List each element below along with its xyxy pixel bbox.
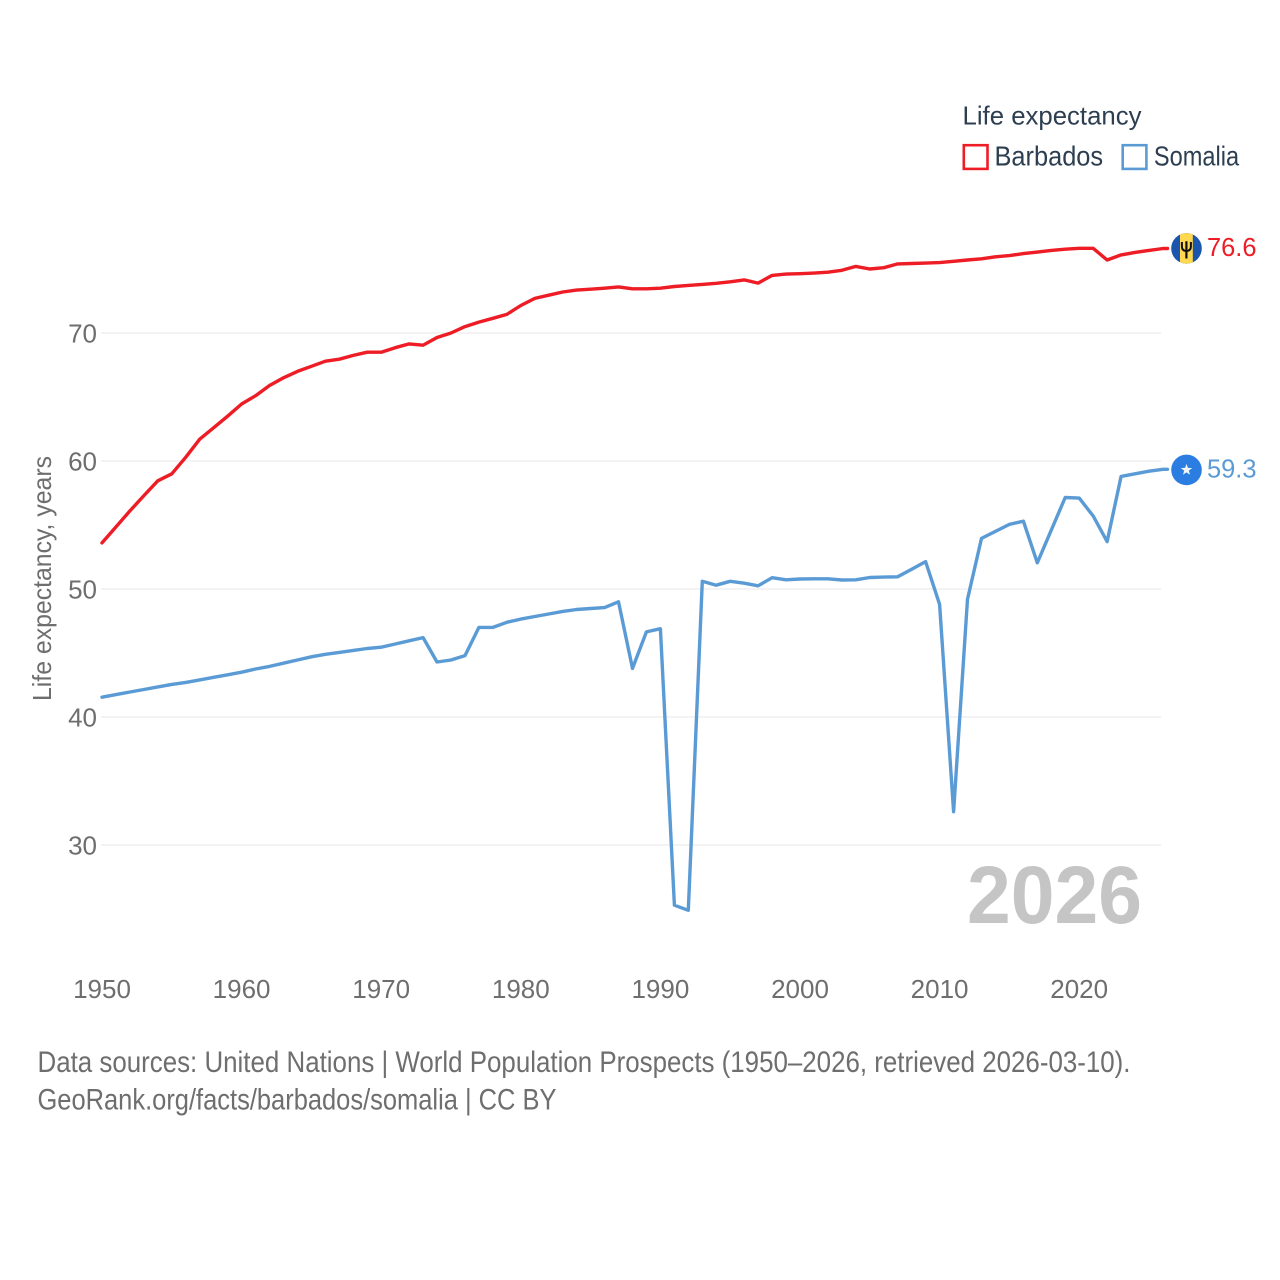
svg-text:50: 50 [68, 574, 97, 604]
svg-text:1970: 1970 [352, 974, 410, 1004]
svg-text:76.6: 76.6 [1207, 232, 1257, 262]
svg-text:1980: 1980 [492, 974, 550, 1004]
svg-text:Data sources: United Nations |: Data sources: United Nations | World Pop… [38, 1046, 1131, 1079]
svg-text:GeoRank.org/facts/barbados/som: GeoRank.org/facts/barbados/somalia | CC … [38, 1084, 557, 1117]
svg-text:30: 30 [68, 830, 97, 860]
svg-text:Life expectancy, years: Life expectancy, years [27, 456, 57, 701]
svg-text:59.3: 59.3 [1207, 454, 1257, 484]
svg-text:2000: 2000 [771, 974, 829, 1004]
svg-text:2010: 2010 [911, 974, 969, 1004]
svg-text:70: 70 [68, 318, 97, 348]
svg-text:2026: 2026 [967, 850, 1142, 941]
svg-text:Barbados: Barbados [995, 140, 1104, 171]
svg-text:60: 60 [68, 446, 97, 476]
svg-text:2020: 2020 [1050, 974, 1108, 1004]
svg-text:Somalia: Somalia [1154, 140, 1240, 171]
svg-text:Life expectancy: Life expectancy [963, 101, 1142, 131]
svg-text:1950: 1950 [73, 974, 131, 1004]
svg-text:1990: 1990 [631, 974, 689, 1004]
svg-text:1960: 1960 [213, 974, 271, 1004]
svg-text:40: 40 [68, 702, 97, 732]
